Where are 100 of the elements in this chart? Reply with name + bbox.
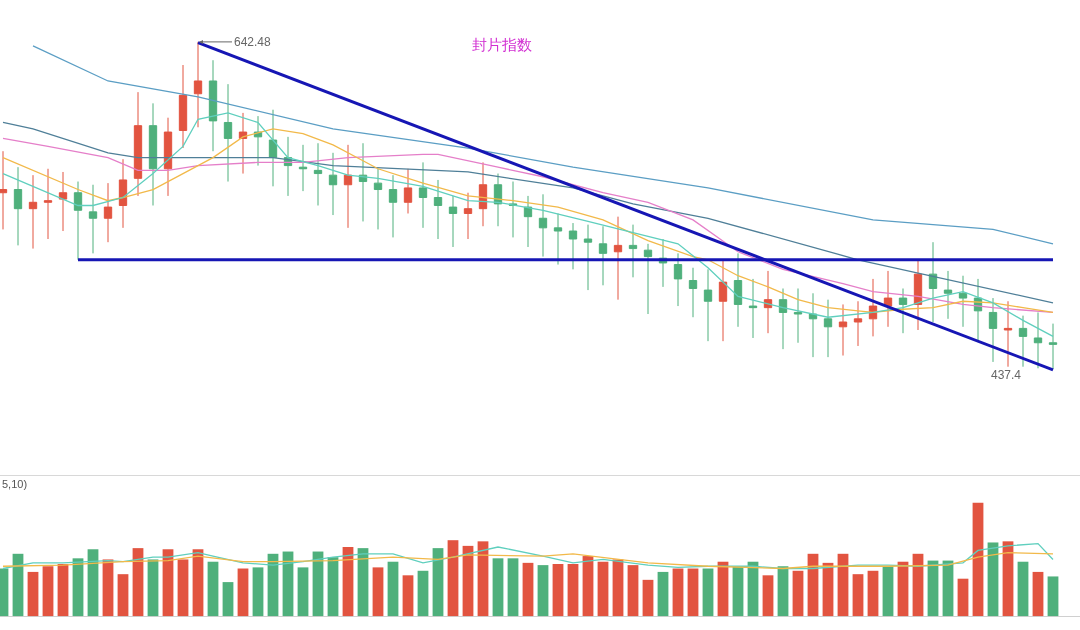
bar: [552, 563, 564, 617]
candlestick: [478, 161, 488, 227]
candlestick: [1018, 315, 1028, 368]
bar: [792, 570, 804, 617]
candlestick: [103, 182, 113, 243]
candlestick: [313, 142, 323, 206]
candlestick: [883, 270, 893, 328]
candlestick: [28, 174, 38, 250]
bar: [687, 568, 699, 617]
candlestick: [943, 270, 953, 320]
bar: [612, 559, 624, 617]
bar: [87, 549, 99, 617]
candlestick: [223, 83, 233, 183]
bar: [297, 567, 309, 617]
candlestick: [343, 144, 353, 229]
candlestick: [163, 117, 173, 197]
bar: [537, 565, 549, 617]
bar: [567, 563, 579, 617]
bar: [102, 559, 114, 617]
candlestick: [763, 270, 773, 334]
bar: [42, 566, 54, 617]
bar: [387, 561, 399, 617]
candlestick: [178, 64, 188, 149]
candlestick: [553, 212, 563, 266]
candlestick: [823, 299, 833, 358]
text: 5,10): [2, 478, 28, 490]
candlestick: [1003, 300, 1013, 368]
annotation: 642.48: [234, 35, 272, 49]
bar: [642, 579, 654, 617]
candlestick: [403, 168, 413, 214]
bar: [447, 540, 459, 617]
bar: [477, 541, 489, 617]
candlestick: [583, 224, 593, 291]
bar: [597, 561, 609, 617]
candlestick: [733, 252, 743, 328]
bar: [717, 561, 729, 617]
bar: [627, 565, 639, 617]
bar: [957, 578, 969, 617]
candlestick: [838, 303, 848, 357]
candlestick: [778, 287, 788, 350]
candlestick: [133, 91, 143, 197]
candlestick: [148, 102, 158, 206]
candlestick: [673, 252, 683, 307]
bar: [417, 570, 429, 617]
candlestick: [88, 184, 98, 254]
candlestick: [388, 174, 398, 238]
candlestick: [448, 195, 458, 248]
bar: [327, 557, 339, 617]
candlestick: [268, 109, 278, 187]
candlestick: [628, 224, 638, 278]
candlestick: [373, 168, 383, 230]
bar: [1017, 561, 1029, 617]
bar: [987, 542, 999, 617]
bar: [777, 566, 789, 617]
candlestick: [238, 112, 248, 175]
candlestick: [808, 292, 818, 358]
candlestick: [463, 192, 473, 240]
candlestick: [853, 300, 863, 347]
candlestick: [793, 287, 803, 344]
candlestick: [988, 297, 998, 363]
candlestick: [928, 241, 938, 323]
bar: [432, 548, 444, 617]
candlestick: [643, 243, 653, 315]
bar: [402, 575, 414, 617]
candlestick: [208, 59, 218, 152]
bar: [492, 558, 504, 617]
candlestick: [613, 216, 623, 301]
candlestick: [1048, 323, 1058, 370]
bar: [207, 561, 219, 617]
bar: [522, 562, 534, 617]
candlestick: [523, 195, 533, 248]
bar: [852, 574, 864, 617]
bar: [762, 575, 774, 617]
bar: [837, 553, 849, 617]
bar: [237, 568, 249, 617]
annotation: 437.4: [991, 368, 1022, 382]
candlestick: [958, 275, 968, 328]
bar: [1032, 571, 1044, 617]
bar: [177, 559, 189, 617]
bar: [582, 556, 594, 617]
bar: [1047, 576, 1059, 617]
candlestick: [748, 278, 758, 339]
bar: [507, 558, 519, 617]
bar: [972, 502, 984, 617]
bar: [867, 570, 879, 617]
candlestick: [898, 287, 908, 334]
candlestick: [433, 179, 443, 240]
candlestick: [538, 193, 548, 258]
candlestick: [598, 225, 608, 286]
candlestick: [298, 144, 308, 192]
bar: [702, 568, 714, 617]
chart-title: 封片指数: [472, 36, 533, 54]
candlestick: [718, 259, 728, 342]
candlestick: [73, 181, 83, 261]
candlestick: [913, 259, 923, 331]
candlestick: [1033, 311, 1043, 369]
candlestick: [253, 115, 263, 167]
candlestick: [868, 278, 878, 337]
candlestick: [688, 267, 698, 318]
bar: [27, 571, 39, 617]
